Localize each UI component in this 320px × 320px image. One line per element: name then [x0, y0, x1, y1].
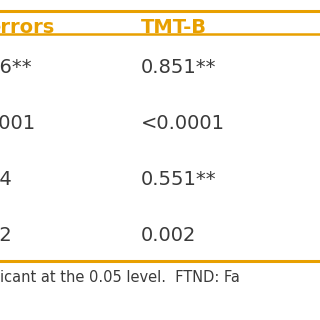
Text: <0.0001: <0.0001	[141, 114, 225, 132]
Text: 0.002: 0.002	[141, 226, 196, 244]
Text: errors: errors	[0, 18, 54, 36]
Text: TMT-B: TMT-B	[141, 18, 207, 36]
Text: icant at the 0.05 level.  FTND: Fa: icant at the 0.05 level. FTND: Fa	[0, 270, 240, 285]
Text: 62: 62	[0, 226, 12, 244]
Text: 0.551**: 0.551**	[141, 170, 216, 188]
Text: 56**: 56**	[0, 58, 32, 76]
Text: 44: 44	[0, 170, 12, 188]
Text: 0.851**: 0.851**	[141, 58, 216, 76]
Text: 0001: 0001	[0, 114, 36, 132]
